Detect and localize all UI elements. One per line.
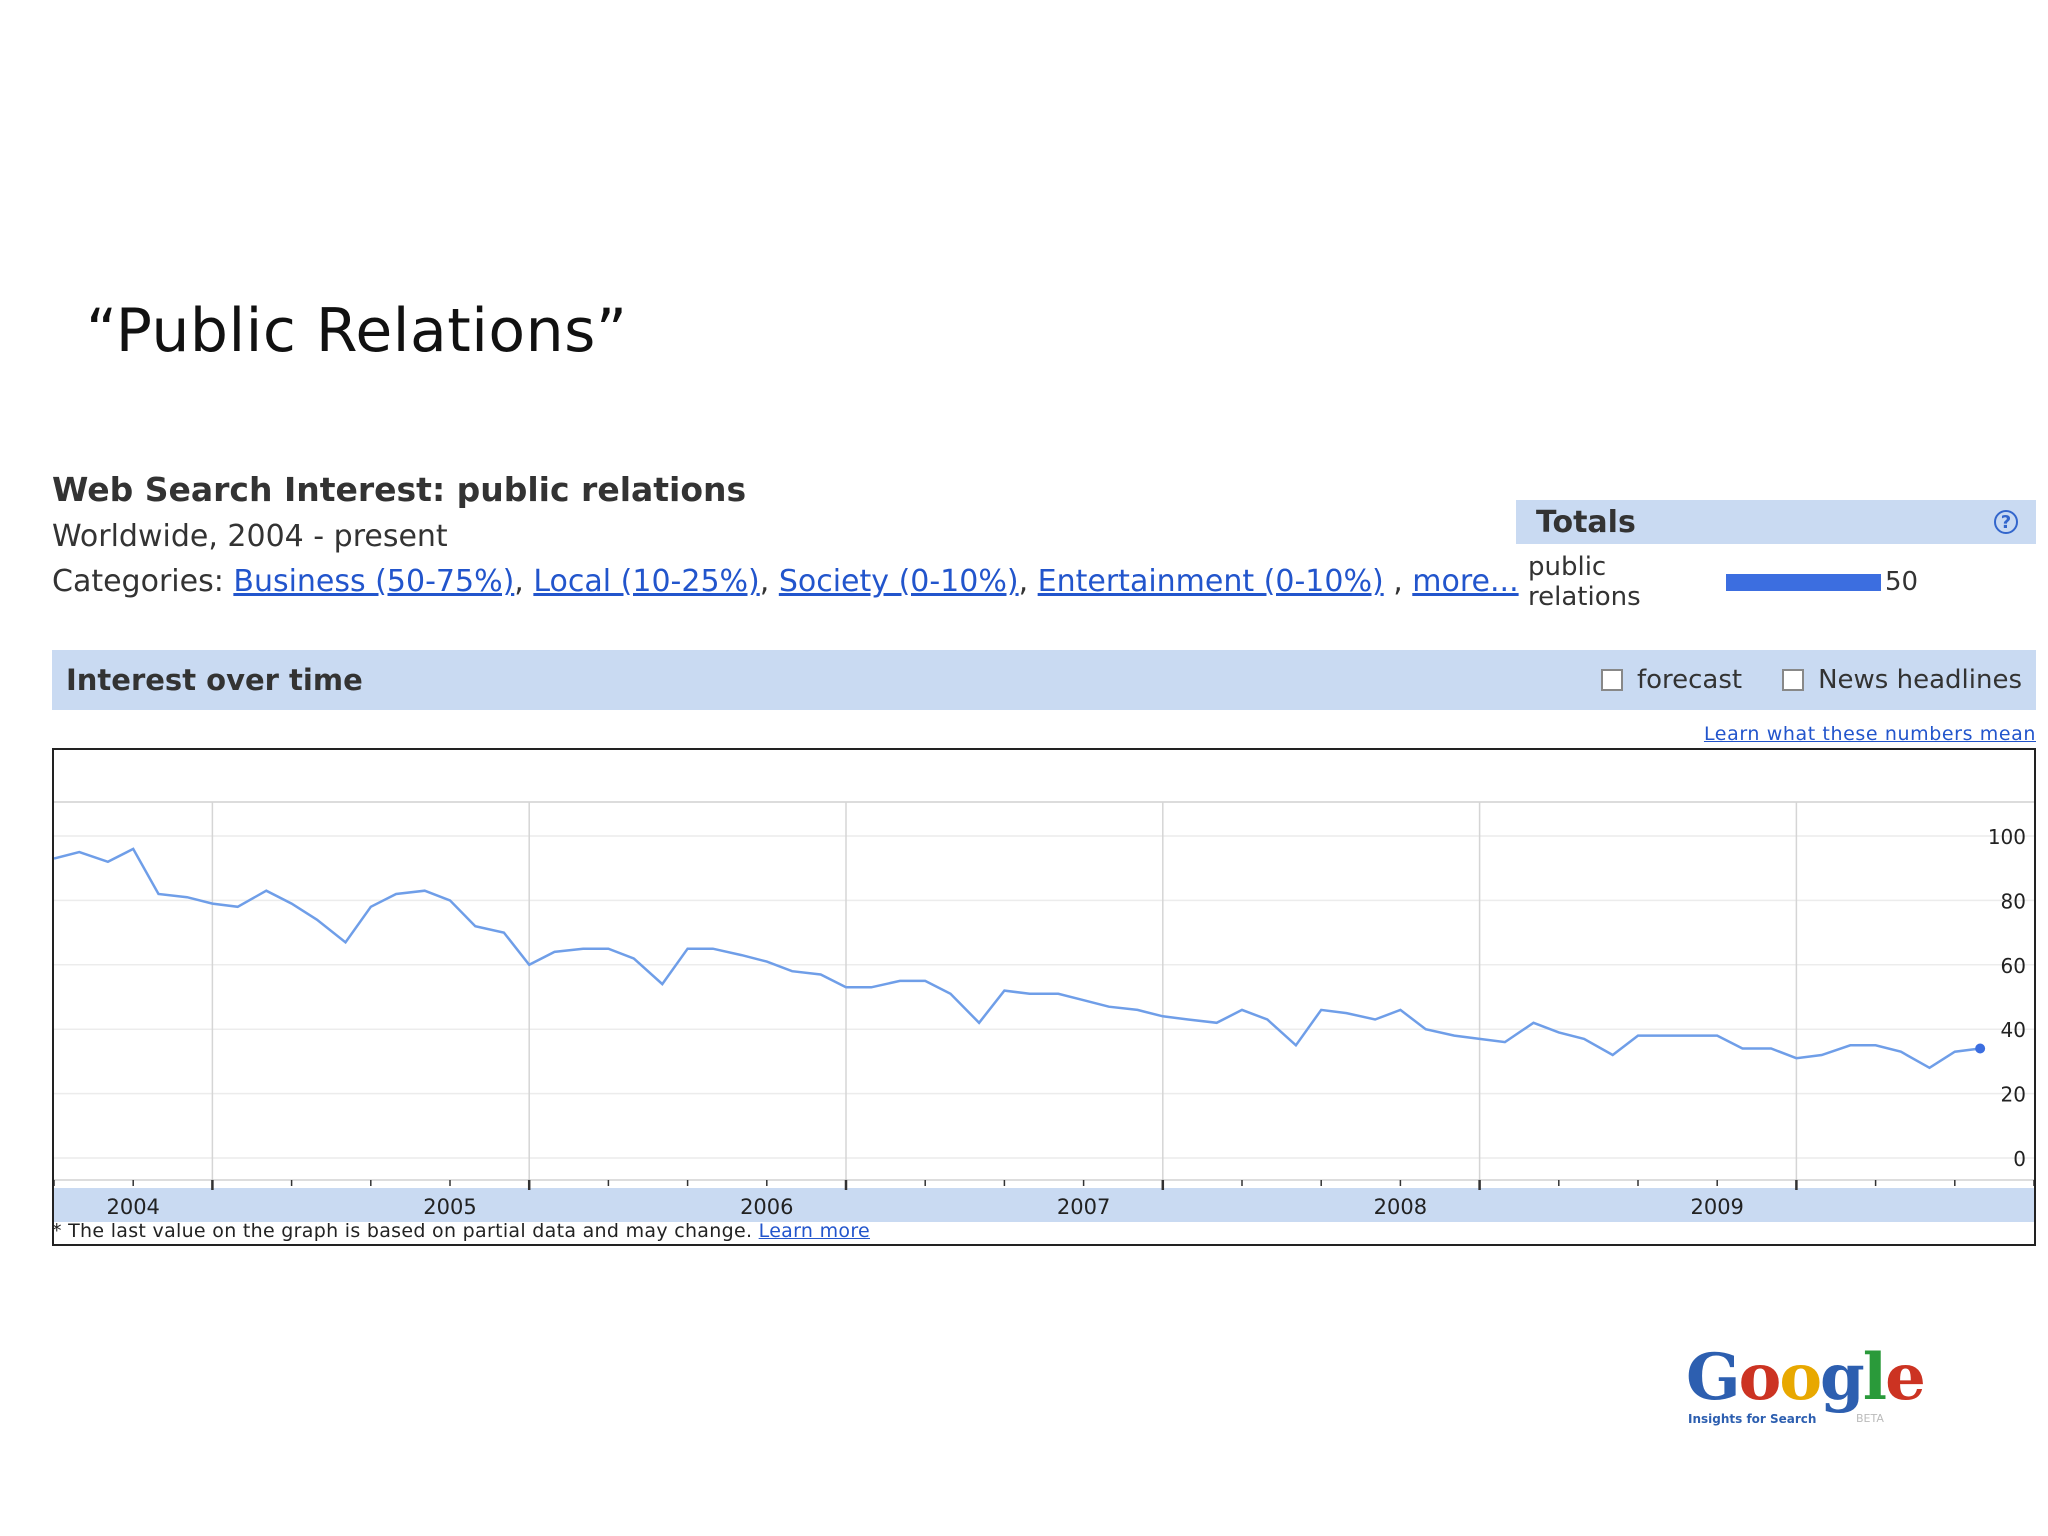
news-headlines-label: News headlines (1818, 665, 2022, 695)
x-axis-band (54, 1188, 2034, 1222)
logo-letter: o (1779, 1340, 1822, 1415)
interest-chart: 0 20 40 60 80 100 2004 2005 2006 2007 2008 2009 (54, 801, 2034, 1222)
y-tick-label: 80 (2001, 889, 2026, 913)
page-title: Web Search Interest: public relations (52, 470, 747, 509)
logo-letter: e (1885, 1340, 1926, 1415)
totals-header: Totals ? (1516, 500, 2036, 544)
series-line-public-relations (54, 847, 1981, 1070)
logo-letter: l (1862, 1340, 1887, 1415)
forecast-label: forecast (1636, 665, 1743, 695)
region-date-range: Worldwide, 2004 - present (52, 519, 448, 554)
totals-term: public relations (1528, 552, 1641, 612)
search-header: Web Search Interest: public relations Wo… (52, 470, 1519, 599)
partial-data-footnote: * The last value on the graph is based o… (52, 1220, 870, 1242)
logo-letter: g (1820, 1340, 1865, 1415)
y-tick-label: 100 (1988, 825, 2026, 849)
totals-meter-bar (1726, 573, 1881, 591)
google-insights-logo: Google Insights for Search BETA (1686, 1346, 1926, 1427)
interest-over-time-title: Interest over time (66, 663, 363, 697)
news-headlines-checkbox[interactable] (1782, 669, 1805, 691)
category-link-society[interactable]: Society (0-10%) (778, 564, 1019, 599)
news-headlines-option[interactable]: News headlines (1782, 665, 2022, 695)
x-tick-label: 2004 (106, 1195, 159, 1219)
last-data-point (1975, 1043, 1986, 1054)
logo-letter: o (1738, 1340, 1782, 1415)
forecast-option[interactable]: forecast (1600, 665, 1743, 695)
learn-numbers-link[interactable]: Learn what these numbers mean (1703, 723, 2036, 745)
forecast-checkbox[interactable] (1600, 669, 1623, 691)
logo-tagline: Insights for Search (1688, 1412, 1817, 1426)
x-tick-label: 2005 (423, 1195, 476, 1219)
y-tick-label: 20 (2001, 1083, 2026, 1107)
x-tick-label: 2009 (1690, 1195, 1743, 1219)
category-link-entertainment[interactable]: Entertainment (0-10%) (1037, 564, 1384, 599)
chart-options: forecast News headlines (1561, 665, 2022, 695)
totals-label: Totals (1536, 504, 1636, 540)
slide-title: “Public Relations” (86, 296, 628, 366)
logo-letter: G (1686, 1340, 1741, 1415)
categories-label: Categories: (52, 564, 224, 599)
logo-beta-badge: BETA (1856, 1412, 1884, 1425)
logo-word: Google (1686, 1346, 1926, 1410)
learn-more-link[interactable]: Learn more (758, 1220, 870, 1242)
category-link-local[interactable]: Local (10-25%) (533, 564, 760, 599)
totals-panel: Totals ? public relations 50 (1516, 500, 2036, 612)
category-link-business[interactable]: Business (50-75%) (233, 564, 515, 599)
categories-row: Categories: Business (50-75%), Local (10… (52, 564, 1519, 599)
totals-value: 50 (1885, 567, 1919, 597)
x-tick-label: 2007 (1057, 1195, 1110, 1219)
y-tick-label: 0 (2013, 1147, 2026, 1171)
totals-row: public relations 50 (1516, 552, 2036, 612)
y-tick-label: 40 (2001, 1018, 2026, 1042)
interest-chart-frame: 0 20 40 60 80 100 2004 2005 2006 2007 2008 2009 (52, 748, 2036, 1246)
more-categories-link[interactable]: more... (1412, 564, 1519, 599)
help-icon[interactable]: ? (1994, 510, 2018, 534)
x-tick-label: 2008 (1374, 1195, 1427, 1219)
y-tick-label: 60 (2001, 954, 2026, 978)
interest-over-time-bar: Interest over time forecast News headlin… (52, 650, 2036, 710)
x-tick-label: 2006 (740, 1195, 793, 1219)
footnote-text: * The last value on the graph is based o… (52, 1220, 753, 1242)
